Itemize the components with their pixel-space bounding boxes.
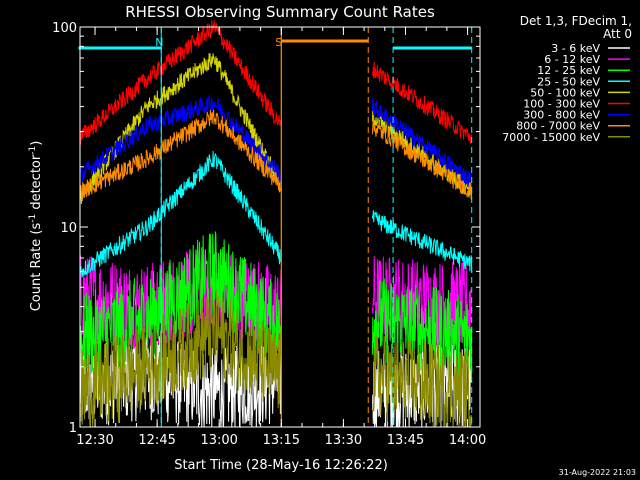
y-tick-label: 100 <box>52 21 77 36</box>
chart-title: RHESSI Observing Summary Count Rates <box>125 3 435 21</box>
x-tick-label: 12:30 <box>76 433 113 448</box>
series-line-800-7000-kev <box>79 109 473 201</box>
series-line-300-800-kev <box>79 95 473 188</box>
series-line-7000-15000-kev <box>79 289 473 429</box>
x-tick-label: 13:00 <box>200 433 237 448</box>
x-tick-label: 12:45 <box>138 433 175 448</box>
y-axis-label: Count Rate (s-1 detector-1) <box>28 141 44 312</box>
info-line-1: Det 1,3, FDecim 1, <box>520 14 632 28</box>
series-line-100-300-kev <box>79 20 473 145</box>
legend-label: 7000 - 15000 keV <box>502 131 600 144</box>
x-tick-label: 14:00 <box>449 433 486 448</box>
flag-label-n: N <box>155 36 163 49</box>
x-tick-label: 13:45 <box>387 433 424 448</box>
y-tick-label: 10 <box>60 221 77 236</box>
series-layer <box>79 20 473 429</box>
y-tick-label: 1 <box>69 421 77 436</box>
legend-label: 100 - 300 keV <box>523 98 600 111</box>
x-axis-label: Start Time (28-May-16 12:26:22) <box>174 458 388 473</box>
series-line-25-50-kev <box>79 150 473 278</box>
legend-label: 6 - 12 keV <box>544 53 600 66</box>
legend-label: 300 - 800 keV <box>523 109 600 122</box>
legend-label: 3 - 6 keV <box>551 42 600 55</box>
info-line-2: Att 0 <box>603 27 632 41</box>
legend-label: 50 - 100 keV <box>530 86 600 99</box>
axes-layer: 12:30 12:45 13:00 13:15 13:30 13:45 14:00 1 10 10… <box>52 21 486 448</box>
legend-label: 25 - 50 keV <box>537 75 600 88</box>
timestamp: 31-Aug-2022 21:03 <box>559 468 636 477</box>
x-tick-label: 13:15 <box>263 433 300 448</box>
x-tick-label: 13:30 <box>325 433 362 448</box>
legend-label: 12 - 25 keV <box>537 64 600 77</box>
legend-label: 800 - 7000 keV <box>516 120 600 133</box>
series-line-12-25-kev <box>79 231 473 381</box>
flag-label-s: S <box>275 36 282 49</box>
